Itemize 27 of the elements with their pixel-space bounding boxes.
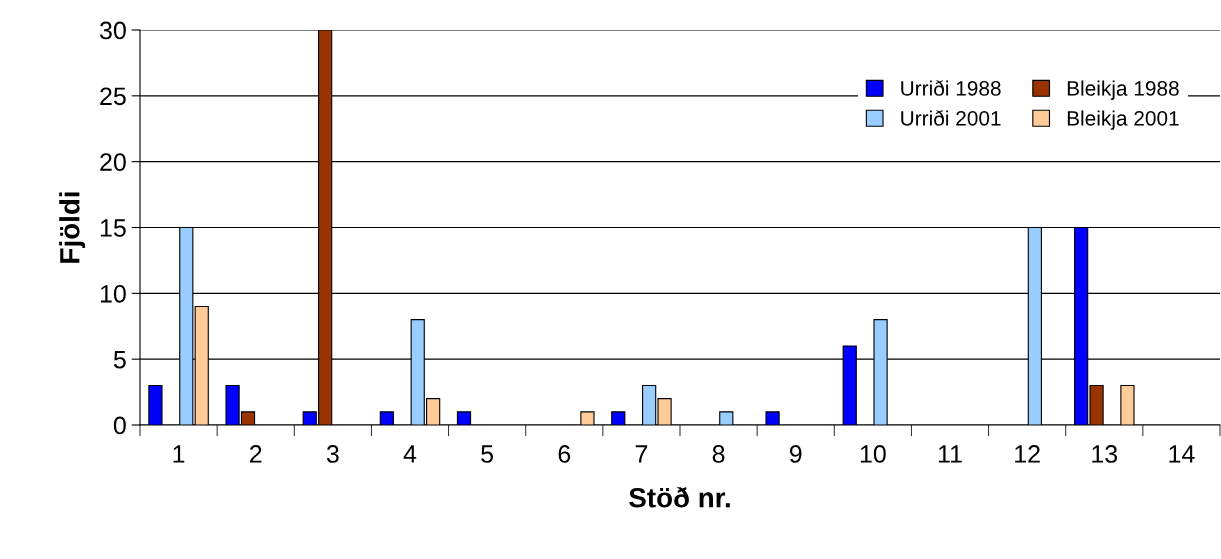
legend-label: Urriði 2001 <box>901 110 1001 126</box>
legend-label: Urriði 1988 <box>901 80 1001 96</box>
x-tick-label: 5 <box>481 445 494 463</box>
y-tick-label: 15 <box>100 219 126 237</box>
legend-label: Bleikja 2001 <box>1067 110 1179 130</box>
y-tick-label: 0 <box>113 416 126 435</box>
x-tick-label: 8 <box>712 445 725 463</box>
x-tick-label: 3 <box>326 445 339 463</box>
x-tick-label: 10 <box>860 445 886 463</box>
x-axis-title: Stöð nr. <box>629 486 730 508</box>
x-tick-label: 6 <box>558 445 571 463</box>
y-tick-label: 25 <box>100 87 126 106</box>
y-tick-label: 10 <box>100 284 126 303</box>
x-tick-label: 2 <box>250 445 262 463</box>
legend-label: Bleikja 1988 <box>1067 80 1179 100</box>
x-tick-label: 4 <box>403 445 417 463</box>
y-tick-label: 30 <box>99 21 126 40</box>
y-tick-label: 5 <box>113 351 126 369</box>
x-tick-label: 7 <box>635 445 648 463</box>
x-tick-label: 14 <box>1169 445 1195 463</box>
x-tick-label: 12 <box>1015 445 1040 463</box>
y-tick-label: 20 <box>100 153 126 171</box>
x-tick-label: 9 <box>789 445 802 463</box>
x-tick-label: 13 <box>1092 445 1118 463</box>
x-tick-label: 11 <box>938 445 962 463</box>
x-tick-label: 1 <box>173 445 185 463</box>
y-axis-title: Fjöldi <box>59 192 86 263</box>
